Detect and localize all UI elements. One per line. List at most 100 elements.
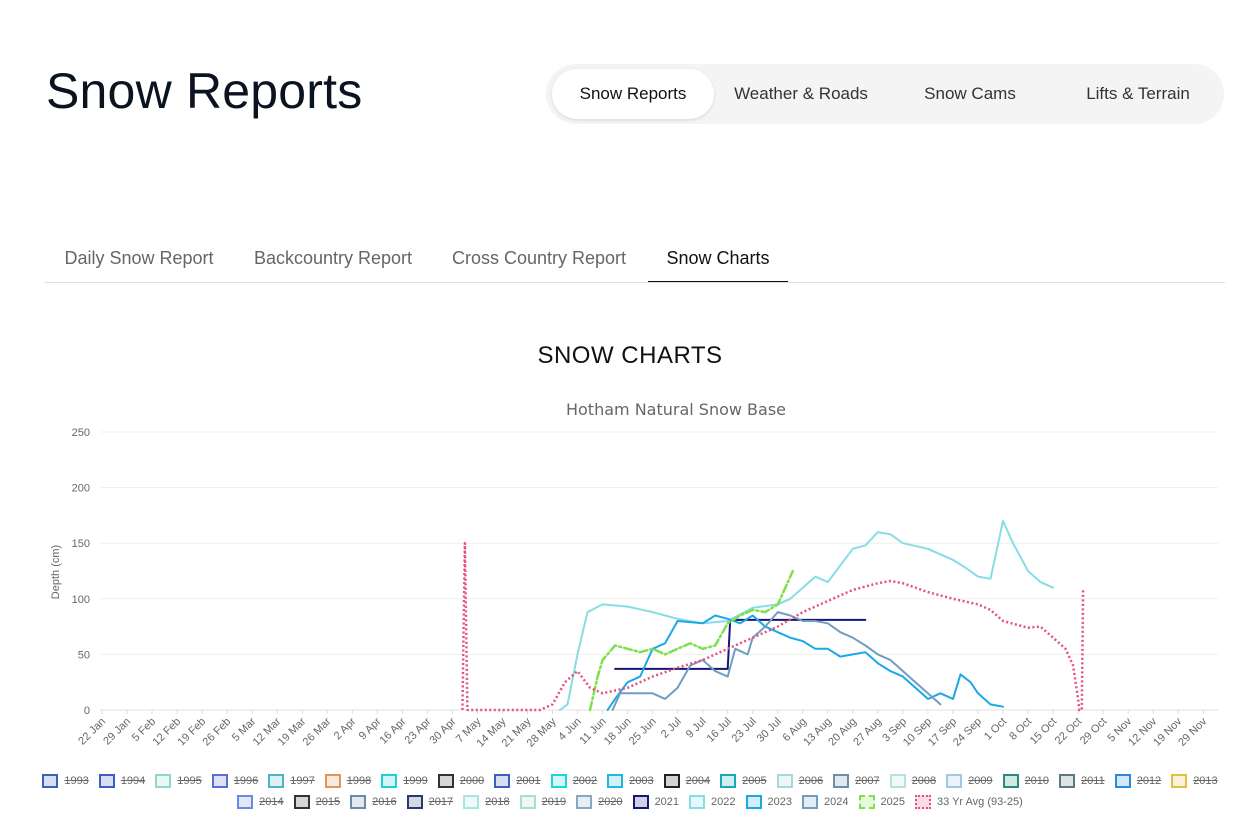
legend-item[interactable]: 1994	[98, 770, 146, 791]
legend-label: 1999	[403, 774, 428, 787]
legend-label: 2005	[742, 774, 767, 787]
legend-label: 2007	[855, 774, 880, 787]
legend-swatch	[98, 773, 115, 788]
x-tick-label: 2 Apr	[332, 715, 359, 742]
legend-item[interactable]: 2021	[632, 791, 679, 812]
legend-label: 1996	[233, 774, 259, 787]
legend-swatch	[406, 794, 423, 809]
x-tick-label: 25 Jun	[627, 716, 659, 748]
legend-swatch	[1114, 773, 1131, 788]
legend-label: 2006	[798, 774, 824, 787]
x-tick-label: 15 Oct	[1028, 716, 1059, 747]
tab-snow-cams[interactable]: Snow Cams	[924, 84, 1016, 103]
legend-label: 1997	[290, 774, 315, 787]
legend-swatch	[494, 773, 511, 788]
y-axis-label: Depth (cm)	[50, 545, 62, 599]
legend-label: 33 Yr Avg (93-25)	[936, 795, 1023, 808]
legend-item[interactable]: 2000	[437, 770, 484, 791]
legend-swatch	[720, 773, 737, 788]
tab-weather-roads[interactable]: Weather & Roads	[734, 84, 868, 103]
legend-swatch	[745, 794, 762, 809]
legend-swatch	[833, 773, 850, 788]
legend-item[interactable]: 2020	[576, 791, 623, 812]
y-tick-label: 200	[72, 483, 90, 495]
legend-item[interactable]: 2009	[946, 770, 993, 791]
tab-lifts-terrain[interactable]: Lifts & Terrain	[1086, 84, 1190, 103]
legend-label: 2020	[598, 795, 623, 808]
legend-item[interactable]: 33 Yr Avg (93-25)	[914, 791, 1023, 812]
legend-item[interactable]: 2003	[607, 770, 654, 791]
legend-label: 1993	[64, 774, 89, 787]
x-tick-label: 26 Mar	[301, 715, 334, 748]
legend-item[interactable]: 2001	[494, 770, 541, 791]
page-title: Snow Reports	[46, 63, 363, 119]
legend-item[interactable]: 2019	[519, 791, 566, 812]
legend-label: 2015	[315, 795, 341, 808]
legend-swatch	[914, 794, 931, 809]
legend-item[interactable]: 2007	[833, 770, 880, 791]
legend-item[interactable]: 2023	[745, 791, 792, 812]
top-navigation: Snow Reports Weather & Roads Snow Cams L…	[546, 64, 1224, 124]
legend-label: 2013	[1193, 774, 1218, 787]
legend-item[interactable]: 2014	[237, 791, 284, 812]
legend-item[interactable]: 1996	[211, 770, 259, 791]
legend-item[interactable]: 2022	[689, 791, 736, 812]
legend-label: 2024	[824, 795, 849, 808]
legend-item[interactable]: 2018	[463, 791, 510, 812]
legend-label: 1994	[120, 774, 146, 787]
legend-swatch	[663, 773, 680, 788]
legend-item[interactable]: 2013	[1171, 770, 1218, 791]
y-tick-label: 250	[72, 427, 90, 439]
legend-swatch	[1059, 773, 1076, 788]
x-tick-label: 23 Apr	[403, 715, 434, 746]
legend-swatch	[437, 773, 454, 788]
legend-item[interactable]: 2025	[858, 791, 905, 812]
legend-item[interactable]: 1995	[155, 770, 202, 791]
legend-swatch	[776, 773, 793, 788]
legend-label: 2025	[880, 795, 905, 808]
legend-item[interactable]: 2008	[889, 770, 936, 791]
legend-row: 2014 2015 2016 2017 2018 2019 2020 2021 2022 2023…	[0, 791, 1260, 812]
legend-item[interactable]: 2004	[663, 770, 711, 791]
legend-label: 2016	[372, 795, 397, 808]
section-title: SNOW CHARTS	[537, 342, 723, 369]
legend-label: 2014	[259, 795, 284, 808]
x-tick-label: 30 Apr	[428, 715, 459, 746]
subtab-daily-snow-report[interactable]: Daily Snow Report	[64, 248, 214, 268]
legend-item[interactable]: 1998	[324, 770, 371, 791]
legend-item[interactable]: 2005	[720, 770, 767, 791]
legend-label: 2018	[485, 795, 510, 808]
legend-label: 2012	[1136, 774, 1162, 787]
legend-swatch	[237, 794, 254, 809]
x-tick-label: 23 Jul	[730, 716, 759, 745]
legend-swatch	[381, 773, 398, 788]
legend-swatch	[889, 773, 906, 788]
x-tick-label: 1 Oct	[982, 716, 1009, 743]
chart-title: Hotham Natural Snow Base	[566, 400, 786, 419]
legend-item[interactable]: 2024	[802, 791, 849, 812]
legend-label: 2004	[685, 774, 711, 787]
legend-swatch	[550, 773, 567, 788]
legend-item[interactable]: 1997	[268, 770, 315, 791]
legend-swatch	[576, 794, 593, 809]
x-tick-label: 22 Oct	[1053, 716, 1084, 747]
legend-item[interactable]: 1999	[381, 770, 428, 791]
subtab-backcountry-report[interactable]: Backcountry Report	[253, 248, 413, 268]
x-tick-label: 16 Jul	[705, 716, 734, 745]
legend-item[interactable]: 2016	[350, 791, 397, 812]
legend-item[interactable]: 2015	[293, 791, 341, 812]
legend-item[interactable]: 2006	[776, 770, 824, 791]
legend-item[interactable]: 2012	[1114, 770, 1162, 791]
snow-depth-chart: Hotham Natural Snow Base 0 50 100 150 200 250 D…	[50, 400, 1218, 750]
legend-item[interactable]: 2010	[1002, 770, 1049, 791]
legend-label: 2009	[968, 774, 993, 787]
tab-snow-reports[interactable]: Snow Reports	[552, 69, 714, 119]
legend-item[interactable]: 2002	[550, 770, 597, 791]
legend-item[interactable]: 1993	[42, 770, 89, 791]
legend-item[interactable]: 2017	[406, 791, 453, 812]
legend-swatch	[268, 773, 285, 788]
legend-item[interactable]: 2011	[1059, 770, 1105, 791]
x-tick-label: 30 Jul	[755, 716, 784, 745]
subtab-snow-charts[interactable]: Snow Charts	[648, 236, 788, 282]
subtab-cross-country-report[interactable]: Cross Country Report	[451, 248, 627, 268]
